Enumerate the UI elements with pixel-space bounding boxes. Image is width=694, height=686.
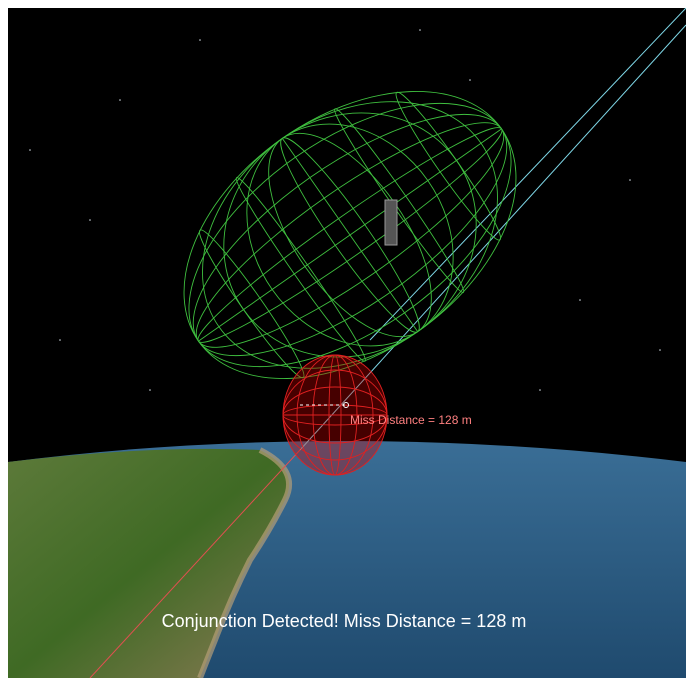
covariance-ellipsoid-red — [282, 354, 388, 476]
miss-point — [343, 402, 349, 408]
orbit-lines — [299, 8, 686, 451]
status-message: Conjunction Detected! Miss Distance = 12… — [162, 611, 527, 631]
stars — [29, 29, 661, 391]
covariance-ellipsoid-green — [183, 91, 517, 379]
orbit-line-red — [89, 449, 301, 678]
scene: Miss Distance = 128 m Conjunction Detect… — [8, 8, 686, 678]
satellite — [384, 199, 398, 246]
ellipsoid-label: Miss Distance = 128 m — [350, 413, 472, 427]
land — [8, 448, 290, 678]
coast — [197, 447, 292, 678]
